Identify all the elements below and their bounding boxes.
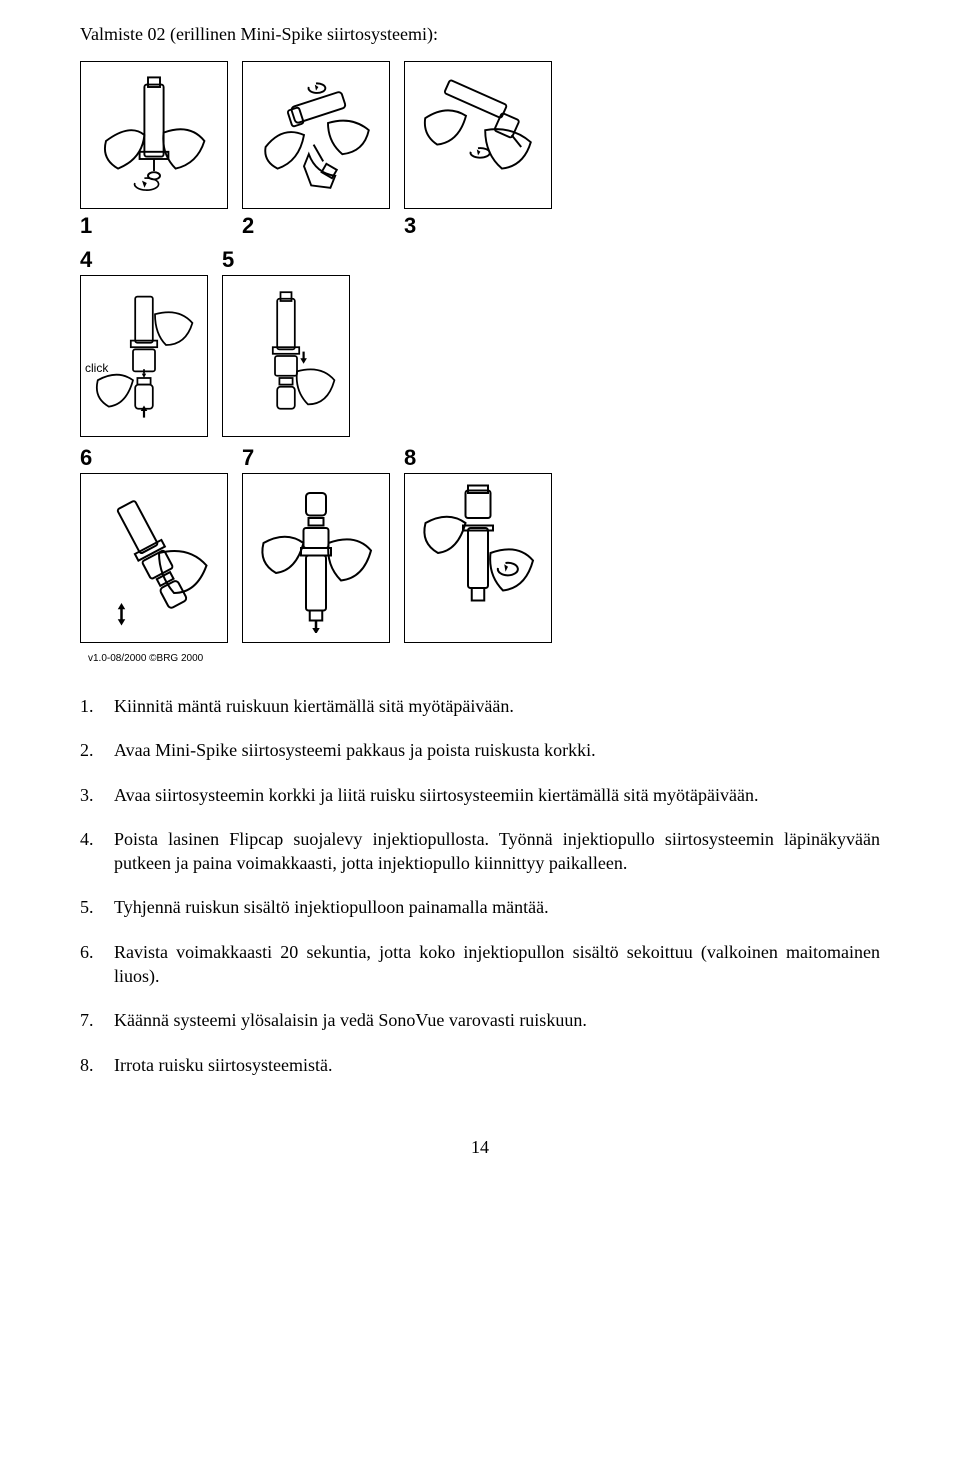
illustration-invert-draw bbox=[253, 483, 379, 633]
click-label: click bbox=[85, 361, 108, 375]
step-item: 8.Irrota ruisku siirtosysteemistä. bbox=[80, 1053, 880, 1077]
panel-3 bbox=[404, 61, 552, 209]
step-number: 4. bbox=[80, 827, 114, 876]
instruction-diagram: 1 2 bbox=[80, 61, 600, 643]
diagram-row: 6 bbox=[80, 445, 600, 643]
panel-number: 3 bbox=[404, 213, 552, 239]
step-item: 5.Tyhjennä ruiskun sisältö injektiopullo… bbox=[80, 895, 880, 919]
step-text: Poista lasinen Flipcap suojalevy injekti… bbox=[114, 827, 880, 876]
step-number: 8. bbox=[80, 1053, 114, 1077]
illustration-push-plunger bbox=[231, 286, 341, 426]
step-number: 5. bbox=[80, 895, 114, 919]
panel-wrap: 6 bbox=[80, 445, 228, 643]
panel-wrap: 3 bbox=[404, 61, 552, 239]
step-number: 6. bbox=[80, 940, 114, 989]
panel-number: 2 bbox=[242, 213, 390, 239]
page-number: 14 bbox=[80, 1137, 880, 1158]
panel-wrap: 4 click bbox=[80, 247, 208, 437]
illustration-insert-vial bbox=[89, 286, 199, 426]
diagram-caption: v1.0-08/2000 ©BRG 2000 bbox=[88, 653, 880, 664]
step-text: Kiinnitä mäntä ruiskuun kiertämällä sitä… bbox=[114, 694, 880, 718]
panel-7 bbox=[242, 473, 390, 643]
panel-8 bbox=[404, 473, 552, 643]
step-text: Avaa Mini-Spike siirtosysteemi pakkaus j… bbox=[114, 738, 880, 762]
step-item: 4.Poista lasinen Flipcap suojalevy injek… bbox=[80, 827, 880, 876]
step-number: 3. bbox=[80, 783, 114, 807]
panel-5 bbox=[222, 275, 350, 437]
diagram-row: 1 2 bbox=[80, 61, 600, 239]
panel-number: 4 bbox=[80, 247, 208, 273]
panel-4: click bbox=[80, 275, 208, 437]
panel-number: 8 bbox=[404, 445, 552, 471]
illustration-syringe-plunger bbox=[94, 75, 214, 195]
panel-number: 7 bbox=[242, 445, 390, 471]
panel-number: 1 bbox=[80, 213, 228, 239]
illustration-detach bbox=[415, 483, 541, 633]
panel-6 bbox=[80, 473, 228, 643]
step-number: 7. bbox=[80, 1008, 114, 1032]
instruction-steps: 1.Kiinnitä mäntä ruiskuun kiertämällä si… bbox=[80, 694, 880, 1077]
step-number: 2. bbox=[80, 738, 114, 762]
panel-2 bbox=[242, 61, 390, 209]
panel-wrap: 8 bbox=[404, 445, 552, 643]
step-item: 7.Käännä systeemi ylösalaisin ja vedä So… bbox=[80, 1008, 880, 1032]
illustration-attach-syringe bbox=[418, 75, 538, 195]
panel-wrap: 5 bbox=[222, 247, 350, 437]
panel-1 bbox=[80, 61, 228, 209]
panel-number: 5 bbox=[222, 247, 350, 273]
step-text: Käännä systeemi ylösalaisin ja vedä Sono… bbox=[114, 1008, 880, 1032]
step-text: Irrota ruisku siirtosysteemistä. bbox=[114, 1053, 880, 1077]
step-text: Ravista voimakkaasti 20 sekuntia, jotta … bbox=[114, 940, 880, 989]
step-text: Avaa siirtosysteemin korkki ja liitä rui… bbox=[114, 783, 880, 807]
step-item: 1.Kiinnitä mäntä ruiskuun kiertämällä si… bbox=[80, 694, 880, 718]
panel-wrap: 2 bbox=[242, 61, 390, 239]
panel-wrap: 1 bbox=[80, 61, 228, 239]
step-item: 6.Ravista voimakkaasti 20 sekuntia, jott… bbox=[80, 940, 880, 989]
document-title: Valmiste 02 (erillinen Mini-Spike siirto… bbox=[80, 24, 880, 45]
diagram-row: 4 click bbox=[80, 247, 600, 437]
step-item: 3.Avaa siirtosysteemin korkki ja liitä r… bbox=[80, 783, 880, 807]
step-text: Tyhjennä ruiskun sisältö injektiopulloon… bbox=[114, 895, 880, 919]
step-number: 1. bbox=[80, 694, 114, 718]
illustration-shake bbox=[91, 483, 217, 633]
illustration-open-package bbox=[256, 75, 376, 195]
panel-number: 6 bbox=[80, 445, 228, 471]
panel-wrap: 7 bbox=[242, 445, 390, 643]
step-item: 2.Avaa Mini-Spike siirtosysteemi pakkaus… bbox=[80, 738, 880, 762]
